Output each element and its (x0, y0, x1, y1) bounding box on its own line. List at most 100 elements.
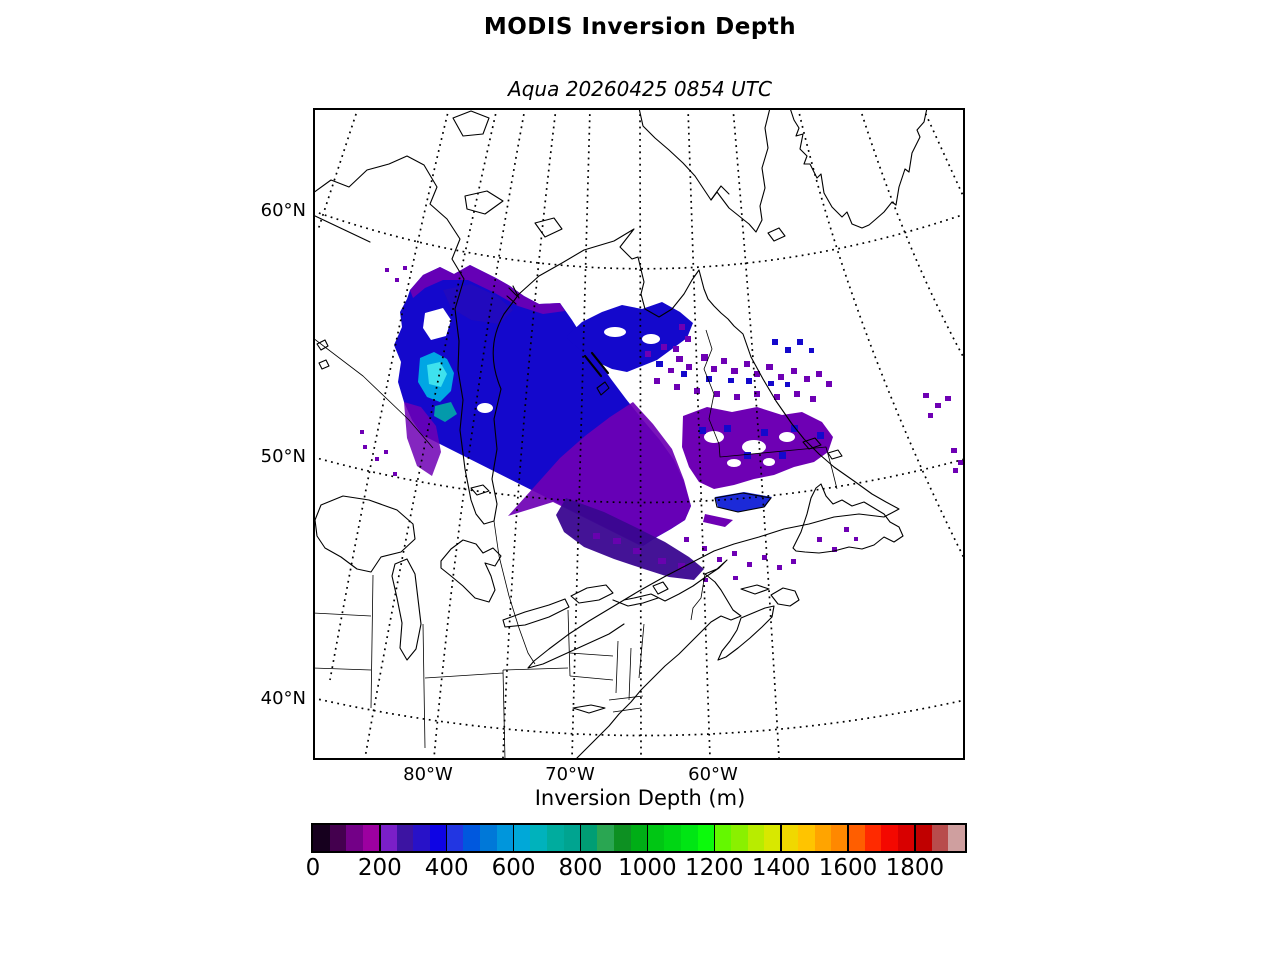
colorbar-segment (948, 825, 966, 851)
colorbar-tick-label: 1800 (885, 855, 945, 881)
colorbar-tick-label: 1200 (684, 855, 744, 881)
mass-hole (742, 440, 766, 454)
nova-scotia (717, 605, 775, 661)
colorbar-tick-label: 200 (357, 855, 402, 881)
colorbar-segment (931, 825, 949, 851)
graticule (313, 108, 965, 759)
colorbar-segment (379, 825, 397, 851)
lon-tick-70w: 70°W (545, 764, 595, 785)
lat-tick-50n: 50°N (260, 446, 306, 467)
lat-tick-60n: 60°N (260, 200, 306, 221)
reservoir-feature (583, 351, 610, 378)
lake-michigan (391, 558, 422, 661)
belcher-islands (506, 285, 520, 305)
colorbar-tick-label: 800 (558, 855, 603, 881)
meridian-75w (502, 108, 557, 759)
colorbar-segment (714, 825, 731, 851)
colorbar-segment (630, 825, 648, 851)
colorbar-segment (530, 825, 548, 851)
border-on-qc (493, 520, 536, 665)
colorbar-segment (747, 825, 765, 851)
ne-patch-purple-bits (673, 324, 691, 352)
colorbar-tick (713, 825, 715, 851)
swath-hole (423, 308, 451, 340)
small-lake (316, 339, 329, 351)
colorbar-segment (496, 825, 514, 851)
figure-subtitle: Aqua 20260425 0854 UTC (508, 77, 772, 101)
colorbar-tick (579, 825, 582, 851)
figure-title: MODIS Inversion Depth (483, 14, 797, 40)
coats-island (464, 190, 504, 215)
swath-purple-zone (508, 402, 691, 546)
colorbar-segment (597, 825, 614, 851)
swath-hole (477, 403, 493, 413)
mass-blue-accents (699, 425, 824, 459)
nw-straight-coast (313, 214, 371, 243)
colorbar-tick-label: 1400 (751, 855, 811, 881)
colorbar-tick-label: 1600 (818, 855, 878, 881)
mansel-island (534, 217, 563, 238)
map-canvas (313, 108, 965, 760)
colorbar-segment (814, 825, 832, 851)
border-mb-on (313, 337, 434, 449)
colorbar-tick (646, 825, 649, 851)
anticosti-blue-streak (715, 492, 772, 512)
colorbar-tick (379, 825, 381, 851)
cape-breton (770, 587, 800, 607)
lake-huron (440, 539, 502, 603)
pei (740, 584, 770, 595)
swath-top-fringe (410, 265, 565, 314)
colorbar (311, 823, 967, 853)
swath-left-purple (404, 402, 441, 476)
swath-teal-smudge (434, 402, 457, 422)
colorbar-tick (446, 825, 448, 851)
anticosti-island (714, 492, 772, 513)
parallel-50n (313, 456, 965, 504)
ne-patch-hole (604, 327, 626, 337)
ne-blue-patch (566, 302, 693, 372)
colorbar-segment (914, 825, 932, 851)
lake-erie (502, 598, 570, 628)
lon-tick-80w: 80°W (403, 764, 453, 785)
colorbar-segment (864, 825, 882, 851)
colorbar-tick-labels: 0 200 400 600 800 1000 1200 1400 1600 1800 (306, 855, 965, 885)
baffin-island (638, 108, 771, 233)
lac-st-jean (652, 581, 669, 595)
long-island (572, 704, 606, 714)
small-lake-2 (318, 359, 330, 370)
us-state-borders (313, 574, 645, 760)
colorbar-segment (764, 825, 782, 851)
colorbar-segment (563, 825, 581, 851)
meridian-85w (364, 108, 498, 759)
lake-mistassini (596, 381, 610, 396)
colorbar-segment (396, 825, 414, 851)
colorbar-segment (781, 825, 798, 851)
meridian-50w (797, 108, 965, 561)
colorbar-segment (697, 825, 715, 851)
labrador-lake-2 (827, 449, 843, 460)
border-nb-me (690, 573, 706, 621)
swath-navy-patch (443, 284, 513, 324)
frobisher-bay (710, 185, 730, 201)
meridian-45w (859, 108, 965, 361)
colorbar-segment (329, 825, 347, 851)
border-qc-nl (703, 329, 838, 490)
akimiski-island (470, 484, 490, 496)
colorbar-segment (797, 825, 815, 851)
data-swath (360, 265, 964, 582)
colorbar-label: Inversion Depth (m) (534, 786, 746, 810)
colorbar-segment (430, 825, 447, 851)
colorbar-tick-label: 400 (424, 855, 469, 881)
lower-indigo-extension (556, 498, 704, 580)
colorbar-tick-label: 0 (305, 855, 321, 881)
colorbar-segment (613, 825, 631, 851)
greenland (789, 108, 928, 229)
parallel-40n (313, 697, 965, 737)
colorbar-segment (363, 825, 380, 851)
mass-hole (763, 458, 775, 466)
colorbar-segment (730, 825, 748, 851)
colorbar-segment (513, 825, 531, 851)
coastlines (313, 108, 928, 760)
map-axes (313, 108, 965, 760)
